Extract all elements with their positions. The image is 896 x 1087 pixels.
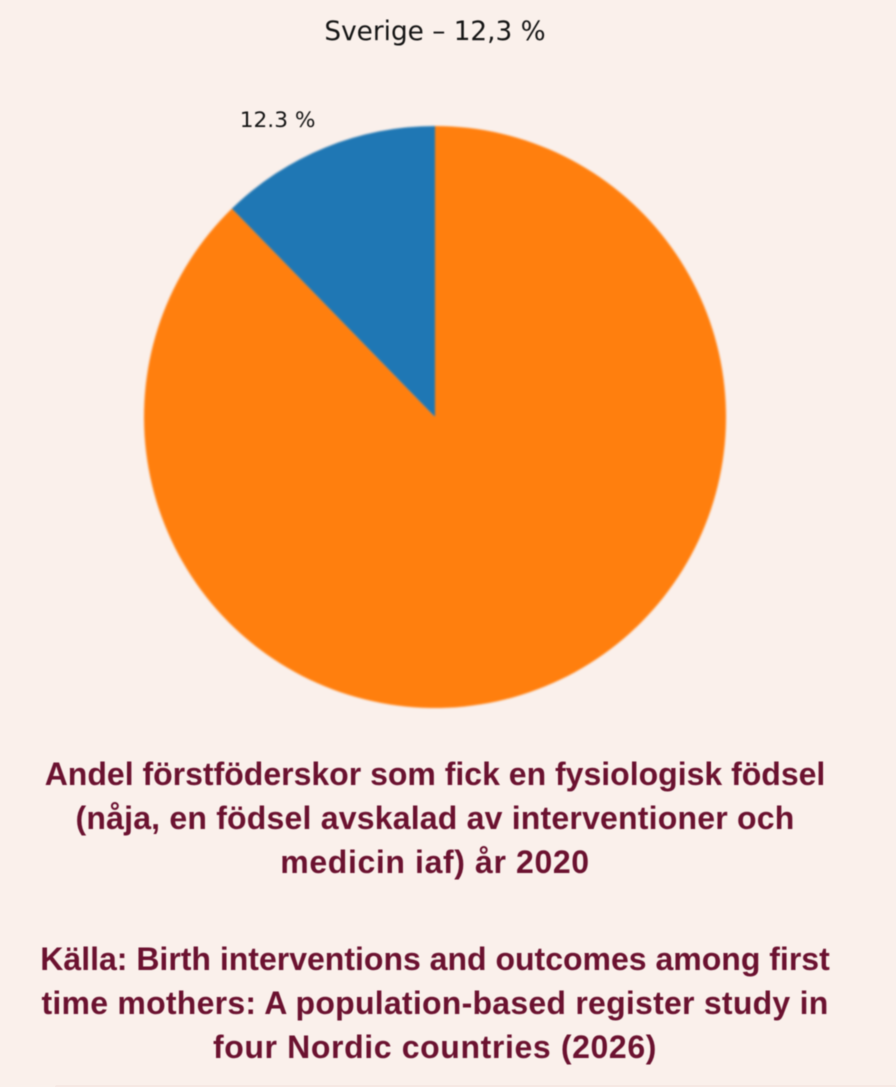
caption-line-1: Andel förstföderskor som fick en fysiolo… — [44, 756, 826, 792]
pie-chart — [144, 126, 726, 708]
caption-line-2: (nåja, en födsel avskalad av interventio… — [75, 800, 795, 836]
pie-slice-label: 12.3 % — [239, 108, 316, 134]
pie-slice — [231, 126, 435, 417]
source-line-1: Källa: Birth interventions and outcomes … — [40, 941, 830, 977]
post-caption: Andel förstföderskor som fick en fysiolo… — [0, 752, 870, 884]
post-source: Källa: Birth interventions and outcomes … — [0, 937, 870, 1069]
source-line-3: four Nordic countries (2026) — [212, 1029, 658, 1065]
source-line-2: time mothers: A population-based registe… — [41, 985, 829, 1021]
caption-line-3: medicin iaf) år 2020 — [280, 844, 590, 880]
chart-title: Sverige – 12,3 % — [324, 17, 546, 47]
pie-slice — [144, 126, 726, 708]
next-card-top-edge — [55, 1085, 896, 1087]
